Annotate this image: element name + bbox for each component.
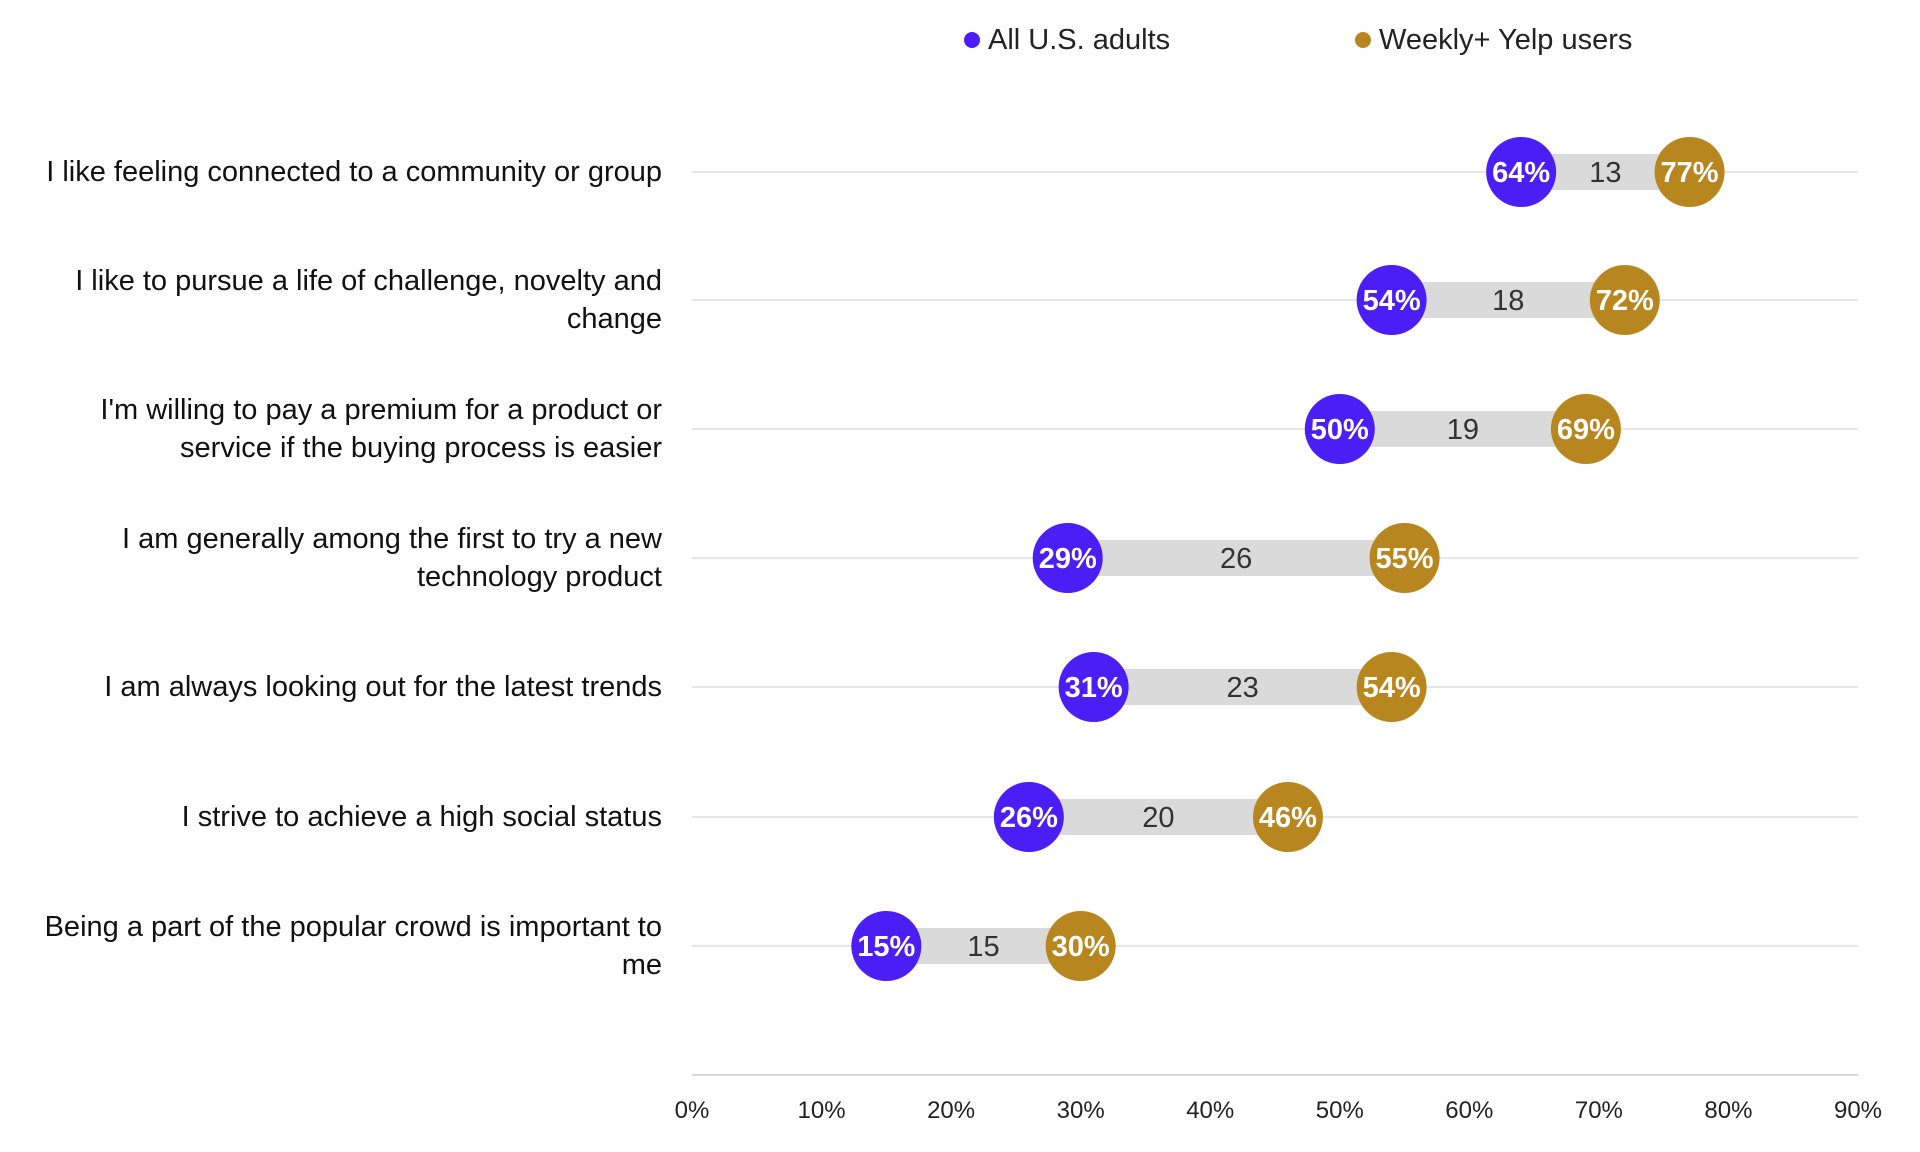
category-label: I'm willing to pay a premium for a produ… xyxy=(100,394,662,464)
x-tick-label: 60% xyxy=(1445,1097,1493,1124)
data-label-all-us-adults: 26% xyxy=(1000,802,1058,834)
data-label-weekly-yelp-users: 30% xyxy=(1052,931,1110,963)
legend-label-all-us-adults: All U.S. adults xyxy=(988,23,1171,56)
data-label-all-us-adults: 15% xyxy=(857,931,915,963)
difference-label: 20 xyxy=(1142,802,1174,834)
data-label-weekly-yelp-users: 69% xyxy=(1557,414,1615,446)
dot-weekly-yelp-users xyxy=(1589,265,1660,335)
x-tick-label: 20% xyxy=(927,1097,975,1124)
legend-item-all-us-adults: All U.S. adults xyxy=(964,20,1170,60)
x-tick-label: 90% xyxy=(1834,1097,1882,1124)
dot-weekly-yelp-users xyxy=(1356,652,1427,722)
dot-weekly-yelp-users xyxy=(1045,911,1116,981)
difference-bar xyxy=(1093,669,1392,705)
data-label-weekly-yelp-users: 77% xyxy=(1661,157,1719,189)
x-tick-label: 40% xyxy=(1186,1097,1234,1124)
category-label: I am always looking out for the latest t… xyxy=(104,671,662,703)
legend-swatch-weekly-yelp-users xyxy=(1355,32,1371,48)
data-label-all-us-adults: 64% xyxy=(1492,157,1550,189)
dot-all-us-adults xyxy=(1032,523,1103,593)
legend-swatch-all-us-adults xyxy=(964,32,980,48)
dot-all-us-adults xyxy=(1304,394,1375,464)
category-label: Being a part of the popular crowd is imp… xyxy=(44,911,662,981)
dot-all-us-adults xyxy=(1058,652,1129,722)
data-label-all-us-adults: 29% xyxy=(1039,543,1097,575)
difference-label: 15 xyxy=(967,931,999,963)
data-label-all-us-adults: 50% xyxy=(1311,414,1369,446)
dot-weekly-yelp-users xyxy=(1654,137,1725,207)
dot-weekly-yelp-users xyxy=(1550,394,1621,464)
x-tick-label: 50% xyxy=(1316,1097,1364,1124)
difference-bar xyxy=(1339,411,1586,447)
x-tick-label: 30% xyxy=(1057,1097,1105,1124)
x-tick-label: 70% xyxy=(1575,1097,1623,1124)
difference-bar xyxy=(1391,282,1625,318)
category-label: I like feeling connected to a community … xyxy=(46,156,662,188)
data-label-weekly-yelp-users: 55% xyxy=(1376,543,1434,575)
dot-weekly-yelp-users xyxy=(1369,523,1440,593)
difference-bar xyxy=(1067,540,1405,576)
data-label-weekly-yelp-users: 72% xyxy=(1596,285,1654,317)
data-label-all-us-adults: 31% xyxy=(1065,672,1123,704)
data-label-all-us-adults: 54% xyxy=(1363,285,1421,317)
x-tick-label: 80% xyxy=(1704,1097,1752,1124)
data-label-weekly-yelp-users: 46% xyxy=(1259,802,1317,834)
difference-label: 23 xyxy=(1226,672,1258,704)
category-label: I am generally among the first to try a … xyxy=(122,523,662,593)
difference-label: 26 xyxy=(1220,543,1252,575)
dot-all-us-adults xyxy=(1486,137,1557,207)
dot-weekly-yelp-users xyxy=(1252,782,1323,852)
difference-label: 18 xyxy=(1492,285,1524,317)
dot-all-us-adults xyxy=(1356,265,1427,335)
dot-all-us-adults xyxy=(993,782,1064,852)
dot-all-us-adults xyxy=(851,911,922,981)
legend-label-weekly-yelp-users: Weekly+ Yelp users xyxy=(1379,23,1633,56)
category-label: I strive to achieve a high social status xyxy=(181,801,662,833)
data-label-weekly-yelp-users: 54% xyxy=(1363,672,1421,704)
category-label: I like to pursue a life of challenge, no… xyxy=(75,265,662,335)
x-tick-label: 0% xyxy=(675,1097,710,1124)
difference-label: 19 xyxy=(1447,414,1479,446)
legend-item-weekly-yelp-users: Weekly+ Yelp users xyxy=(1355,20,1632,60)
difference-bar xyxy=(1028,799,1288,835)
difference-label: 13 xyxy=(1589,157,1621,189)
x-tick-label: 10% xyxy=(798,1097,846,1124)
